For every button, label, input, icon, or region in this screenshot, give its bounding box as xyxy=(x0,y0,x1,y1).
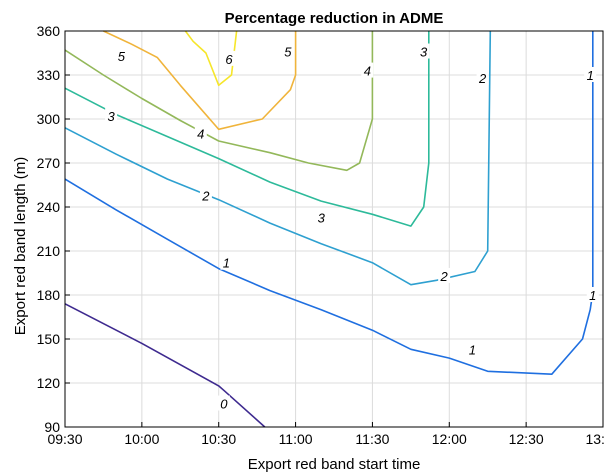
contour-line-1 xyxy=(64,31,594,376)
x-tick-label: 09:30 xyxy=(47,431,82,447)
contour-label-background xyxy=(361,62,374,78)
contour-lines: 0 1 1 1 1 2 2 2 3 3 3 4 4 5 5 6 xyxy=(64,30,599,428)
y-tick-label: 180 xyxy=(37,287,61,303)
plot-frame xyxy=(64,30,604,428)
contour-label-1: 1 xyxy=(589,288,596,303)
y-tick-label: 90 xyxy=(44,419,60,435)
axis-ticks: 09:30 10:00 10:30 11:00 11:30 12:00 12:30 13:00… xyxy=(37,23,604,447)
contour-label-background xyxy=(222,50,235,66)
contour-label-background xyxy=(217,395,230,411)
contour-label-background xyxy=(281,43,294,59)
y-tick-label: 210 xyxy=(37,243,61,259)
contour-label-background xyxy=(115,47,128,63)
contour-line-0 xyxy=(64,303,266,428)
y-tick-label: 360 xyxy=(37,23,61,39)
x-tick-label: 12:30 xyxy=(509,431,544,447)
contour-line-5 xyxy=(103,30,297,131)
contour-label-2: 2 xyxy=(440,269,449,284)
contour-line-2 xyxy=(64,30,492,286)
x-tick-label: 11:30 xyxy=(355,431,389,447)
y-tick-label: 150 xyxy=(37,331,61,347)
contour-label-1: 1 xyxy=(223,256,230,271)
contour-label-2: 2 xyxy=(478,71,487,86)
contour-label-4: 4 xyxy=(364,64,371,79)
contour-label-background xyxy=(220,254,233,270)
contour-line-4 xyxy=(64,31,374,172)
y-tick-label: 240 xyxy=(37,199,61,215)
contour-line-3 xyxy=(64,31,430,227)
chart-title: Percentage reduction in ADME xyxy=(225,10,444,27)
x-axis-label: Export red band start time xyxy=(248,456,421,472)
contour-label-background xyxy=(476,69,489,85)
y-tick-label: 120 xyxy=(37,375,61,391)
contour-label-background xyxy=(194,125,207,141)
grid xyxy=(65,31,603,427)
contour-label-background xyxy=(438,267,451,283)
contour-label-2: 2 xyxy=(201,188,210,203)
contour-label-background xyxy=(315,209,328,225)
contour-label-1: 1 xyxy=(469,342,476,357)
x-tick-label: 11:00 xyxy=(279,431,313,447)
contour-label-3: 3 xyxy=(107,109,115,124)
y-axis-label: Export red band length (m) xyxy=(12,157,29,335)
contour-label-6: 6 xyxy=(225,52,233,67)
contour-label-background xyxy=(586,287,599,302)
contour-label-5: 5 xyxy=(284,45,292,60)
x-tick-label: 13:00 xyxy=(585,431,604,447)
contour-label-5: 5 xyxy=(118,49,126,64)
contour-label-background xyxy=(466,341,479,357)
contour-line-6 xyxy=(184,30,238,87)
x-tick-label: 10:30 xyxy=(201,431,236,447)
contour-label-0: 0 xyxy=(220,397,228,412)
y-tick-label: 300 xyxy=(37,111,61,127)
x-tick-label: 12:00 xyxy=(432,431,467,447)
y-tick-label: 270 xyxy=(37,155,61,171)
contour-label-background xyxy=(417,43,430,59)
contour-label-background xyxy=(199,187,212,203)
contour-label-3: 3 xyxy=(318,210,326,225)
y-tick-label: 330 xyxy=(37,67,61,83)
contour-label-4: 4 xyxy=(197,127,204,142)
contour-label-background xyxy=(105,108,118,124)
contour-label-3: 3 xyxy=(420,45,428,60)
x-tick-label: 10:00 xyxy=(124,431,159,447)
contour-label-1: 1 xyxy=(587,68,594,83)
contour-label-background xyxy=(584,67,597,82)
